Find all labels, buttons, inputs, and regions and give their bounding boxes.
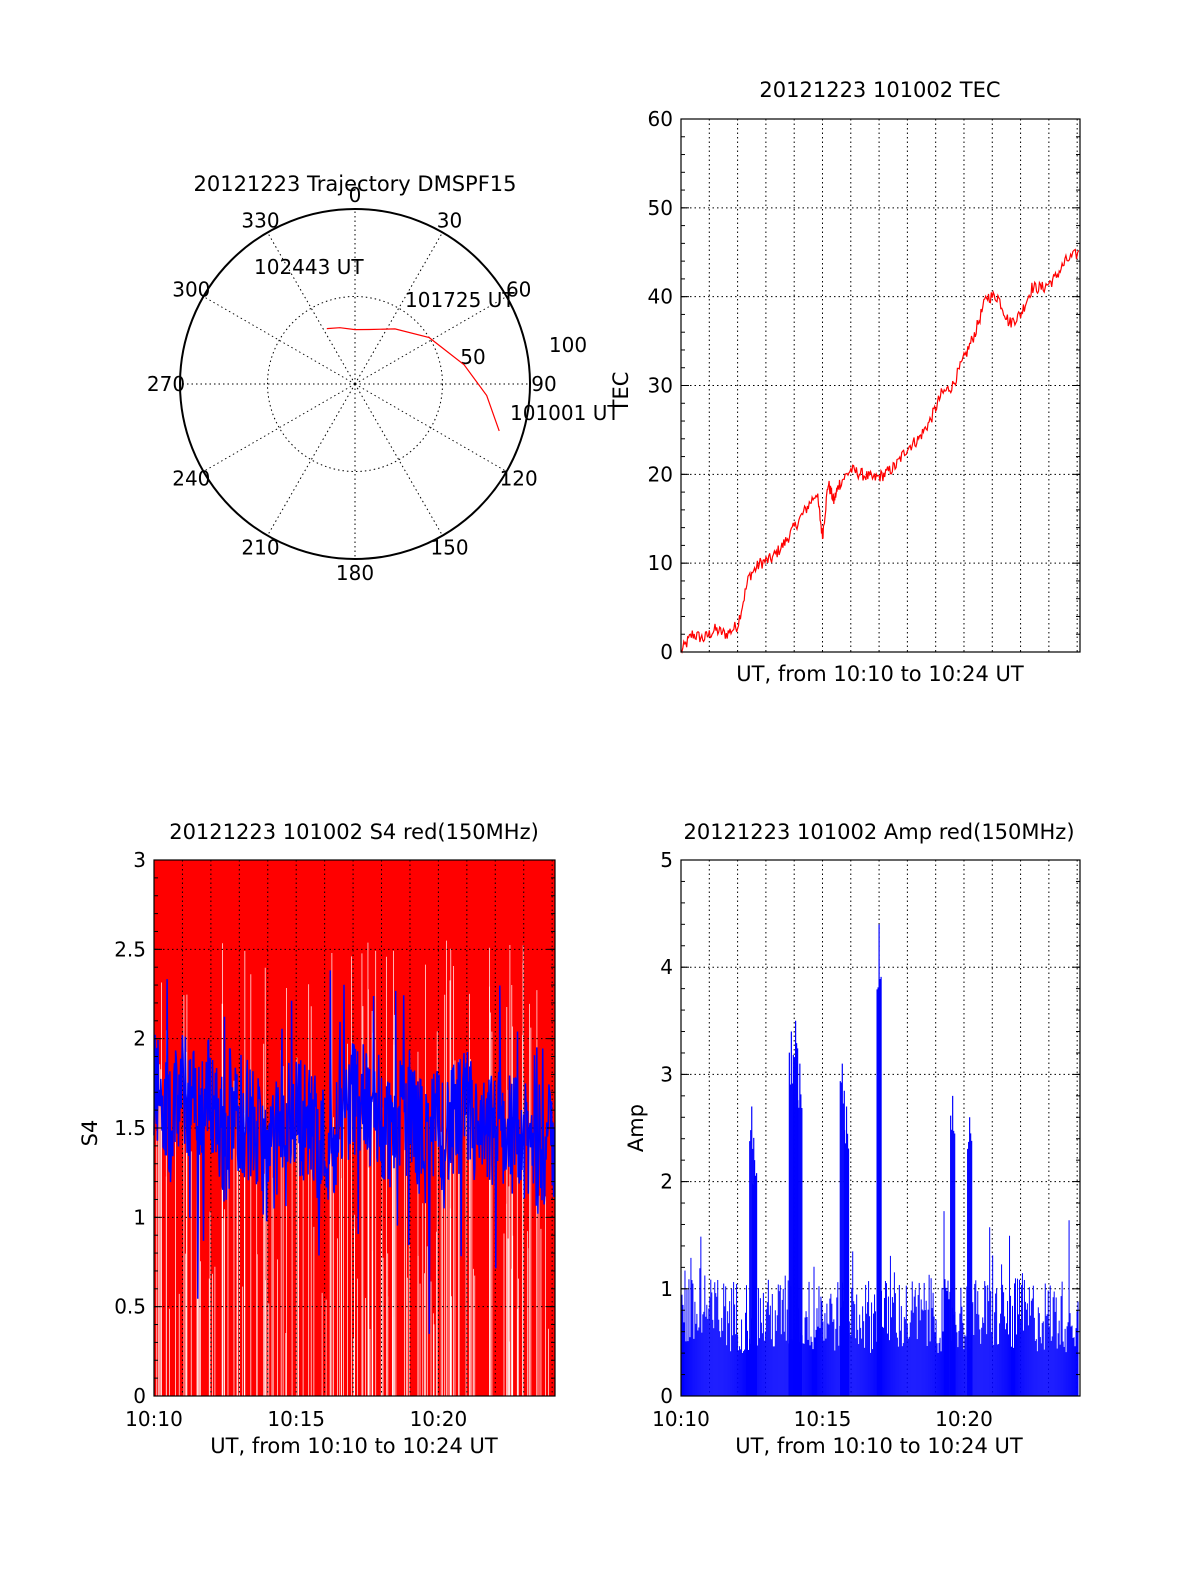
polar-azimuth-label: 210 xyxy=(241,536,279,560)
s4-ytick-label: 3 xyxy=(133,848,146,872)
amp-ytick-label: 4 xyxy=(660,955,673,979)
s4-ytick-label: 1.5 xyxy=(114,1116,146,1140)
tec-chart: 20121223 101002 TEC 0 10 20 30 40 50 60 UT, fr… xyxy=(609,78,1081,686)
amp-ytick-label: 3 xyxy=(660,1062,673,1086)
amp-frame xyxy=(680,859,1081,1397)
s4-ytick-label: 2 xyxy=(133,1027,146,1051)
s4-xtick-label: 10:20 xyxy=(410,1407,468,1431)
polar-azimuth-label: 240 xyxy=(172,467,210,491)
s4-xtick-label: 10:15 xyxy=(267,1407,325,1431)
polar-azimuth-label: 60 xyxy=(506,278,531,302)
polar-azimuth-label: 150 xyxy=(430,536,468,560)
polar-azimuth-label: 120 xyxy=(500,467,538,491)
polar-inner-circle xyxy=(267,296,443,472)
amp-chart: 20121223 101002 Amp red(150MHz) 0 1 2 3 4 5 1… xyxy=(624,820,1081,1458)
s4-ytick-label: 0.5 xyxy=(114,1295,146,1319)
amp-xtick-label: 10:15 xyxy=(794,1407,852,1431)
s4-xtick-label: 10:10 xyxy=(125,1407,183,1431)
s4-ytick-label: 2.5 xyxy=(114,937,146,961)
tec-title: 20121223 101002 TEC xyxy=(759,78,1000,102)
s4-chart: 20121223 101002 S4 red(150MHz) 0 0.5 1 1.5 2… xyxy=(78,820,556,1458)
polar-azimuth-label: 270 xyxy=(147,372,185,396)
tec-ytick-label: 10 xyxy=(648,551,673,575)
trajectory-line xyxy=(326,327,500,432)
amp-xlabel: UT, from 10:10 to 10:24 UT xyxy=(735,1434,1023,1458)
amp-xtick-label: 10:10 xyxy=(652,1407,710,1431)
polar-azimuth-labels: 0 30 60 90 120 150 180 210 240 270 300 330 xyxy=(147,183,557,585)
tec-xlabel: UT, from 10:10 to 10:24 UT xyxy=(736,662,1024,686)
polar-azimuth-label: 30 xyxy=(437,208,462,232)
trajectory-label-start: 101001 UT xyxy=(510,401,620,425)
s4-ytick-label: 1 xyxy=(133,1205,146,1229)
polar-chart: 20121223 Trajectory DMSPF15 0 30 60 90 120 15… xyxy=(147,172,620,585)
trajectory-label-end: 102443 UT xyxy=(254,255,364,279)
tec-ytick-label: 20 xyxy=(648,462,673,486)
polar-spoke xyxy=(203,383,356,472)
tec-ytick-label: 30 xyxy=(648,374,673,398)
amp-xtick-label: 10:20 xyxy=(935,1407,993,1431)
tec-ytick-label: 40 xyxy=(648,285,673,309)
polar-azimuth-label: 90 xyxy=(531,372,556,396)
polar-outer-circle xyxy=(179,208,531,560)
s4-title: 20121223 101002 S4 red(150MHz) xyxy=(169,820,539,844)
tec-ylabel: TEC xyxy=(609,372,633,414)
amp-ytick-label: 0 xyxy=(660,1384,673,1408)
polar-azimuth-label: 0 xyxy=(349,183,362,207)
s4-ytick-label: 0 xyxy=(133,1384,146,1408)
polar-spoke xyxy=(267,383,356,536)
tec-ytick-label: 0 xyxy=(660,640,673,664)
s4-xlabel: UT, from 10:10 to 10:24 UT xyxy=(210,1434,498,1458)
polar-radial-label: 100 xyxy=(549,333,587,357)
s4-ylabel: S4 xyxy=(78,1120,102,1147)
polar-azimuth-label: 300 xyxy=(172,278,210,302)
tec-series-line xyxy=(680,248,1080,654)
polar-title: 20121223 Trajectory DMSPF15 xyxy=(193,172,516,196)
trajectory-label-mid: 101725 UT xyxy=(405,288,515,312)
amp-ytick-label: 2 xyxy=(660,1170,673,1194)
s4-blue-series xyxy=(153,970,556,1334)
polar-azimuth-label: 330 xyxy=(241,208,279,232)
amp-title: 20121223 101002 Amp red(150MHz) xyxy=(683,820,1074,844)
polar-azimuth-label: 180 xyxy=(336,561,374,585)
tec-ytick-label: 60 xyxy=(648,107,673,131)
amp-ytick-label: 5 xyxy=(660,848,673,872)
tec-ytick-label: 50 xyxy=(648,196,673,220)
amp-ytick-label: 1 xyxy=(660,1277,673,1301)
amp-ylabel: Amp xyxy=(624,1104,648,1152)
